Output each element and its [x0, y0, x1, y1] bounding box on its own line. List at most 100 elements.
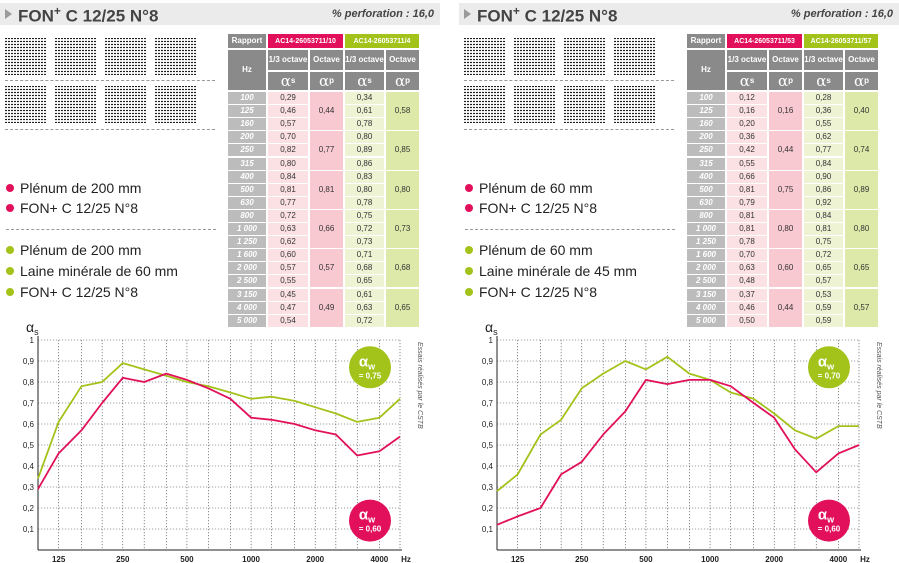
x-tick-label: 2000 [306, 555, 324, 563]
alpha-s-green-cell: 0,57 [804, 275, 843, 288]
freq-cell: 800 [687, 209, 725, 222]
alpha-w-value: = 0,70 [818, 371, 841, 380]
x-tick-label: 125 [52, 555, 66, 563]
y-tick-label: 0,7 [23, 399, 35, 408]
alpha-s-red-cell: 0,81 [727, 183, 767, 196]
y-tick-label: 1 [30, 336, 35, 345]
alpha-p-red-cell: 0,66 [310, 209, 343, 249]
y-tick-label: 0,4 [482, 462, 494, 471]
alpha-s-red-cell: 0,66 [727, 170, 767, 183]
alpha-s-green-cell: 0,86 [345, 157, 384, 170]
alpha-p-green-cell: 0,73 [386, 209, 419, 249]
freq-cell: 125 [687, 105, 725, 118]
alpha-s-red-cell: 0,62 [268, 236, 308, 249]
report-ref-green: AC14-26053711/57 [804, 34, 878, 48]
triangle-icon [5, 9, 12, 19]
alpha-s-green-cell: 0,78 [345, 196, 384, 209]
rapport-header: Rapport [228, 34, 266, 48]
alpha-p-red-cell: 0,44 [310, 92, 343, 131]
alpha-s-green-cell: 0,80 [345, 131, 384, 144]
alpha-p-green-cell: 0,80 [845, 209, 878, 249]
alpha-s-red-cell: 0,55 [268, 275, 308, 288]
alpha-s-green-cell: 0,90 [804, 170, 843, 183]
alpha-w-value: = 0,60 [818, 525, 841, 534]
alpha-p-green-cell: 0,85 [386, 131, 419, 170]
freq-cell: 630 [228, 196, 266, 209]
perforation-pattern [464, 38, 674, 134]
product-title: FON+ C 12/25 N°8 [18, 4, 159, 26]
alpha-s-green-cell: 0,84 [804, 157, 843, 170]
perforation-pattern [5, 38, 215, 134]
alpha-s-red-cell: 0,57 [268, 262, 308, 275]
x-tick-label: 1000 [242, 555, 260, 563]
alpha-s-green-cell: 0,86 [804, 183, 843, 196]
alpha-w-badge-green [808, 346, 850, 389]
freq-cell: 2 500 [228, 275, 266, 288]
hz-header: Hz [687, 50, 725, 90]
series-line-red [37, 372, 401, 490]
legend-green-2: Laine minérale de 45 mm [465, 263, 637, 279]
freq-cell: 1 600 [228, 249, 266, 262]
alpha-s-green-cell: 0,83 [345, 170, 384, 183]
report-ref-red: AC14-26053711/10 [268, 34, 343, 48]
alpha-s-red-cell: 0,54 [268, 314, 308, 327]
freq-cell: 1 000 [687, 223, 725, 236]
absorption-chart: αs 0,1 0,2 0,3 0,4 0,5 0,6 0,7 0,8 0,9 1 125 250 500 1… [23, 319, 423, 563]
absorption-table: Rapport AC14-26053711/53 AC14-26053711/57 H… [687, 34, 897, 327]
alpha-s-green-cell: 0,75 [345, 209, 384, 222]
x-tick-label: 250 [575, 555, 589, 563]
freq-cell: 315 [228, 157, 266, 170]
freq-cell: 315 [687, 157, 725, 170]
alpha-s-green-cell: 0,75 [804, 236, 843, 249]
alpha-p-green-cell: 0,68 [386, 249, 419, 288]
legend-green-3: FON+ C 12/25 N°8 [6, 284, 138, 300]
alpha-p-green-cell: 0,65 [845, 249, 878, 288]
alpha-s-red-cell: 0,42 [727, 144, 767, 157]
y-tick-label: 0,5 [482, 441, 494, 450]
freq-cell: 400 [228, 170, 266, 183]
alpha-s-green-cell: 0,53 [804, 288, 843, 301]
panel-header: FON+ C 12/25 N°8 % perforation : 16,0 [459, 3, 899, 26]
freq-cell: 100 [687, 92, 725, 105]
alpha-s-green-cell: 0,89 [345, 144, 384, 157]
freq-cell: 5 000 [228, 314, 266, 327]
alpha-s-green-cell: 0,80 [345, 183, 384, 196]
alpha-s-red-cell: 0,78 [727, 236, 767, 249]
triangle-icon [464, 9, 471, 19]
alpha-s-red-cell: 0,48 [727, 275, 767, 288]
side-note: Essais réalisés par le CSTB [416, 342, 423, 429]
alpha-s-red-cell: 0,82 [268, 144, 308, 157]
alpha-s-red-cell: 0,81 [727, 209, 767, 222]
y-tick-label: 0,3 [482, 483, 494, 492]
series-line-green [496, 355, 859, 492]
alpha-s-red-cell: 0,47 [268, 301, 308, 314]
freq-cell: 2 000 [228, 262, 266, 275]
freq-cell: 1 600 [687, 249, 725, 262]
alpha-p-red-cell: 0,81 [310, 170, 343, 209]
freq-cell: 200 [687, 131, 725, 144]
alpha-s-green-cell: 0,72 [345, 223, 384, 236]
panel-header: FON+ C 12/25 N°8 % perforation : 16,0 [0, 3, 440, 26]
series-line-red [496, 379, 860, 526]
hz-header: Hz [228, 50, 266, 90]
third-octave-header: 1/3 octave [268, 50, 308, 70]
product-title: FON+ C 12/25 N°8 [477, 4, 618, 26]
alpha-p-green-cell: 0,40 [845, 92, 878, 131]
third-octave-header: 1/3 octave [345, 50, 384, 70]
y-tick-label: 0,4 [23, 462, 35, 471]
octave-header: Octave [769, 50, 802, 70]
y-tick-label: 0,1 [482, 525, 494, 534]
series-line-green [37, 362, 401, 479]
freq-cell: 2 500 [687, 275, 725, 288]
legend-red-1: Plénum de 200 mm [6, 180, 141, 196]
alpha-s-red-cell: 0,77 [268, 196, 308, 209]
x-tick-label: 500 [180, 555, 194, 563]
alpha-s-green-cell: 0,71 [345, 249, 384, 262]
freq-cell: 5 000 [687, 314, 725, 327]
alpha-s-red-cell: 0,29 [268, 92, 308, 105]
alpha-w-badge-green [349, 346, 391, 389]
x-axis-label: Hz [860, 555, 870, 563]
